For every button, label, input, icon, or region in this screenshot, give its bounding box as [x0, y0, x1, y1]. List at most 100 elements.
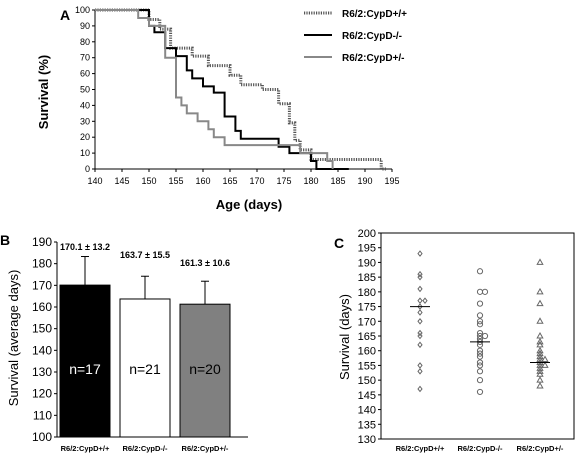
c-category-label-3: R6/2:CypD+/- [517, 444, 564, 453]
a-y-tick-label: 20 [80, 132, 90, 142]
c-point-g2-19 [476, 368, 484, 375]
c-point-g1-14 [417, 368, 423, 375]
c-point-g2-8 [476, 329, 484, 337]
c-point-g2-21 [476, 388, 484, 396]
c-point-g2-2 [476, 288, 484, 295]
a-y-tick-label: 0 [85, 164, 90, 174]
c-point-g2-6 [476, 318, 484, 325]
c-point-g3-15 [541, 361, 549, 368]
c-y-tick-label: 165 [358, 331, 376, 343]
a-y-tick-label: 50 [80, 85, 90, 95]
b-bar-2 [119, 298, 171, 438]
b-y-tick-label: 130 [32, 365, 52, 379]
b-category-label-1: R6/2:CypD+/+ [61, 444, 110, 453]
b-n-label-2: n=21 [129, 361, 161, 377]
c-point-g3-12 [541, 355, 549, 363]
c-point-g1-12 [417, 341, 423, 349]
c-point-g2-15 [476, 350, 484, 357]
a-x-tick-label: 145 [114, 176, 129, 186]
c-point-g2-16 [476, 353, 484, 360]
c-point-g3-3 [536, 299, 544, 307]
c-point-g2-1 [476, 268, 484, 275]
a-y-axis-label: Survival (%) [36, 55, 51, 129]
c-point-g3-5 [536, 331, 544, 339]
panel-a-letter: A [60, 7, 70, 23]
c-y-tick-label: 170 [358, 316, 376, 328]
a-x-tick-label: 185 [330, 176, 345, 186]
b-y-tick-label: 180 [32, 257, 52, 271]
c-point-g2-3 [481, 288, 489, 295]
c-point-g1-3 [417, 273, 423, 281]
b-y-tick-label: 190 [32, 235, 52, 249]
b-mean-annotation-2: 163.7 ± 15.5 [120, 250, 170, 260]
panel-b-letter: B [0, 232, 10, 248]
c-point-g2-14 [476, 347, 484, 354]
c-point-g1-5 [417, 297, 423, 304]
a-x-tick-label: 160 [195, 176, 210, 186]
a-x-tick-label: 195 [384, 176, 399, 186]
c-point-g1-2 [417, 270, 423, 278]
a-legend-label-3: R6/2:CypD+/- [342, 53, 405, 64]
c-y-tick-label: 185 [358, 272, 376, 284]
a-series-line-3 [95, 9, 334, 169]
c-point-g2-18 [476, 362, 484, 369]
c-point-g1-8 [417, 309, 423, 316]
c-y-tick-label: 175 [358, 302, 376, 314]
a-y-tick-label: 100 [75, 5, 90, 15]
b-y-tick-label: 140 [32, 343, 52, 357]
c-y-tick-label: 180 [358, 287, 376, 299]
c-point-g1-6 [422, 297, 428, 304]
a-y-tick-label: 40 [80, 100, 90, 110]
b-mean-annotation-3: 161.3 ± 10.6 [180, 258, 230, 268]
a-legend: R6/2:CypD+/+ R6/2:CypD-/- R6/2:CypD+/- [304, 9, 407, 64]
c-point-g2-20 [476, 377, 484, 384]
a-x-tick-label: 150 [141, 176, 156, 186]
average-survival-bar-chart: 100 110 120 130 140 150 160 170 180 190 170.1 ± 1… [6, 235, 248, 453]
a-x-tick-label: 165 [222, 176, 237, 186]
individual-survival-dot-plot: 130 135 140 145 150 155 160 165 170 175 180 185 190 1… [337, 228, 575, 453]
c-point-g2-5 [476, 312, 484, 319]
b-bar-3 [179, 303, 231, 438]
c-y-tick-label: 130 [358, 434, 376, 446]
c-point-g3-19 [536, 376, 544, 383]
panel-c-letter: C [334, 235, 344, 251]
b-y-tick-label: 160 [32, 300, 52, 314]
a-y-tick-label: 10 [80, 148, 90, 158]
c-point-g3-17 [536, 367, 544, 374]
c-point-g3-20 [536, 382, 544, 389]
c-point-g2-7 [476, 321, 484, 328]
b-y-axis-label: Survival (average days) [6, 270, 21, 407]
a-x-tick-label: 180 [303, 176, 318, 186]
c-point-g1-7 [417, 303, 423, 310]
c-point-g1-13 [417, 362, 423, 369]
c-point-g3-2 [536, 287, 544, 295]
a-x-tick-label: 190 [357, 176, 372, 186]
a-series-line-2 [95, 9, 349, 170]
b-y-tick-label: 100 [32, 430, 52, 444]
c-point-g1-15 [417, 385, 423, 393]
survival-curve-chart: 0 10 20 30 40 50 60 70 80 90 100 140 145 150 155 160 16… [36, 5, 407, 212]
a-legend-label-2: R6/2:CypD-/- [342, 31, 402, 42]
a-y-tick-label: 80 [80, 37, 90, 47]
a-legend-label-1: R6/2:CypD+/+ [342, 9, 407, 20]
b-n-label-1: n=17 [69, 361, 101, 377]
c-y-tick-label: 135 [358, 419, 376, 431]
b-category-label-2: R6/2:CypD-/- [122, 444, 168, 453]
a-y-tick-label: 60 [80, 69, 90, 79]
c-point-g1-10 [417, 329, 423, 337]
c-y-tick-label: 155 [358, 360, 376, 372]
a-x-tick-label: 170 [249, 176, 264, 186]
c-category-label-1: R6/2:CypD+/+ [396, 444, 445, 453]
c-point-g2-10 [481, 332, 489, 340]
a-x-tick-label: 140 [87, 176, 102, 186]
c-y-tick-label: 150 [358, 375, 376, 387]
b-y-tick-label: 150 [32, 322, 52, 336]
c-category-label-2: R6/2:CypD-/- [457, 444, 503, 453]
c-y-tick-label: 160 [358, 346, 376, 358]
c-y-tick-label: 140 [358, 405, 376, 417]
c-y-tick-label: 195 [358, 243, 376, 255]
c-point-g1-11 [417, 332, 423, 340]
a-y-tick-label: 70 [80, 53, 90, 63]
b-y-tick-label: 170 [32, 278, 52, 292]
